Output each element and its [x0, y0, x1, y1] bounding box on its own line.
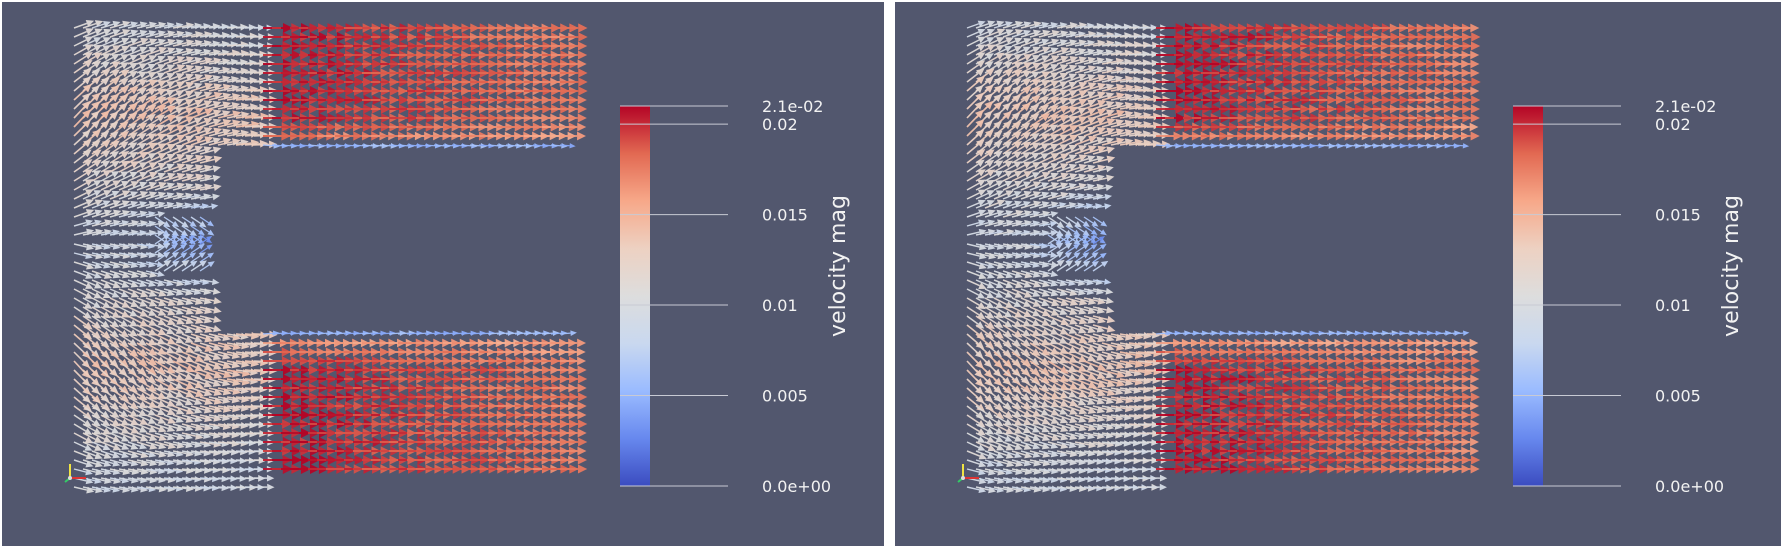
colorbar-scale	[1513, 106, 1543, 486]
orientation-axes-icon	[64, 464, 86, 483]
colorbar-title: velocity mag	[826, 195, 851, 337]
velocity-glyph-field	[73, 20, 588, 494]
velocity-glyph-field	[966, 20, 1481, 494]
render-view-right[interactable]: 2.1e-02 0.02 0.015 0.01 0.005 0.0e+00 velocity…	[895, 2, 1781, 546]
render-view-left[interactable]: 2.1e-02 0.02 0.015 0.01 0.005 0.0e+00 velocity…	[2, 2, 884, 546]
colorbar-tick-label: 2.1e-02	[762, 97, 823, 116]
vtk-render-canvas[interactable]: 2.1e-020.02 0.015 0.01 0.005 0.0e+00 velocity…	[895, 2, 1781, 546]
colorbar-tick-label: 0.005	[762, 387, 808, 406]
colorbar-tick-label: 0.0e+00	[1655, 477, 1724, 496]
color-legend[interactable]: 2.1e-020.02 0.015 0.01 0.005 0.0e+00 velocity…	[620, 97, 851, 496]
colorbar-tick-label: 0.015	[1655, 206, 1701, 225]
colorbar-tick-label: 0.02	[762, 115, 798, 134]
colorbar-tick-label: 0.01	[762, 296, 798, 315]
color-legend[interactable]: 2.1e-020.02 0.015 0.01 0.005 0.0e+00 velocity…	[1513, 97, 1744, 496]
colorbar-tick-label: 0.02	[1655, 115, 1691, 134]
colorbar-tick-label: 0.015	[762, 206, 808, 225]
colorbar-tick-label: 2.1e-02	[1655, 97, 1716, 116]
colorbar-title: velocity mag	[1719, 195, 1744, 337]
colorbar-tick-label: 0.005	[1655, 387, 1701, 406]
vtk-render-canvas[interactable]: 2.1e-020.02 0.015 0.01 0.005 0.0e+00 velocity…	[2, 2, 884, 546]
orientation-axes-icon	[957, 464, 979, 483]
colorbar-tick-label: 0.01	[1655, 296, 1691, 315]
colorbar-tick-label: 0.0e+00	[762, 477, 831, 496]
colorbar-scale	[620, 106, 650, 486]
